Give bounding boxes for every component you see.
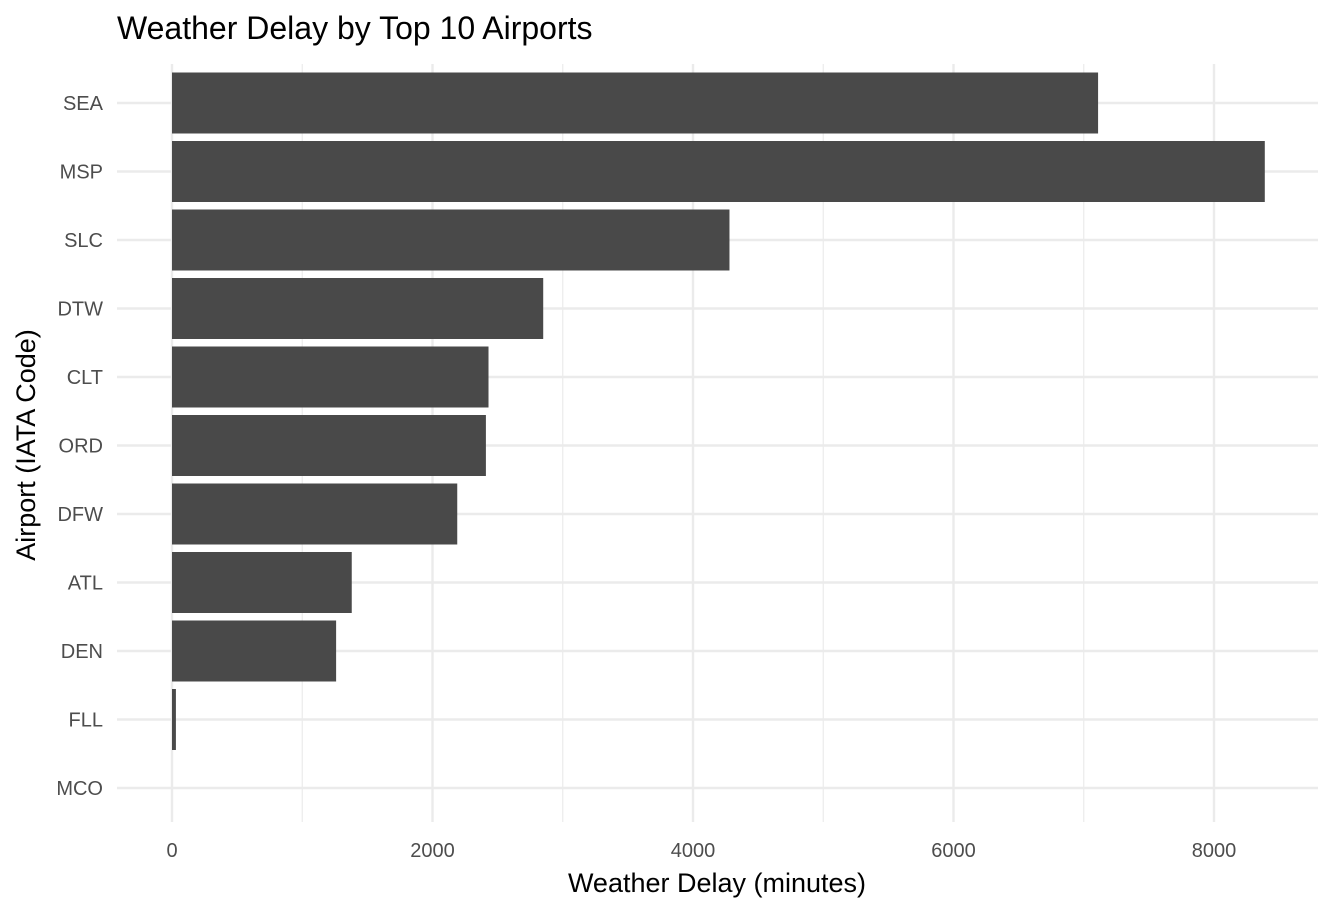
y-tick-label-ord: ORD <box>59 436 103 458</box>
bar-dtw <box>172 278 544 339</box>
y-tick-label-fll: FLL <box>69 710 103 732</box>
bar-series <box>172 72 1265 750</box>
y-tick-label-mco: MCO <box>56 778 103 800</box>
bar-den <box>172 620 337 682</box>
bar-atl <box>172 552 352 613</box>
bar-ord <box>172 415 486 476</box>
x-tick-label: 6000 <box>931 840 976 862</box>
x-tick-label: 8000 <box>1192 840 1237 862</box>
y-tick-label-sea: SEA <box>63 93 104 115</box>
y-axis-ticks: SEA MSP SLC DTW CLT ORD DFW ATL DEN FLL MCO <box>56 93 103 800</box>
y-tick-label-atl: ATL <box>68 573 103 595</box>
y-tick-label-slc: SLC <box>64 230 103 252</box>
bar-sea <box>172 72 1099 134</box>
bar-fll <box>172 689 176 750</box>
y-tick-label-clt: CLT <box>67 367 103 389</box>
y-axis-title: Airport (IATA Code) <box>11 329 41 561</box>
x-axis-ticks: 0 2000 4000 6000 8000 <box>166 840 1236 862</box>
y-tick-label-den: DEN <box>61 641 103 663</box>
x-tick-label: 4000 <box>671 840 716 862</box>
bar-dfw <box>172 483 458 545</box>
x-tick-label: 0 <box>166 840 177 862</box>
chart-title: Weather Delay by Top 10 Airports <box>117 10 593 46</box>
bar-msp <box>172 141 1265 202</box>
y-tick-label-dtw: DTW <box>57 299 103 321</box>
bar-clt <box>172 346 489 408</box>
y-tick-label-msp: MSP <box>60 162 103 184</box>
bar-slc <box>172 209 730 271</box>
y-tick-label-dfw: DFW <box>57 504 103 526</box>
x-tick-label: 2000 <box>410 840 455 862</box>
x-axis-title: Weather Delay (minutes) <box>568 868 866 898</box>
